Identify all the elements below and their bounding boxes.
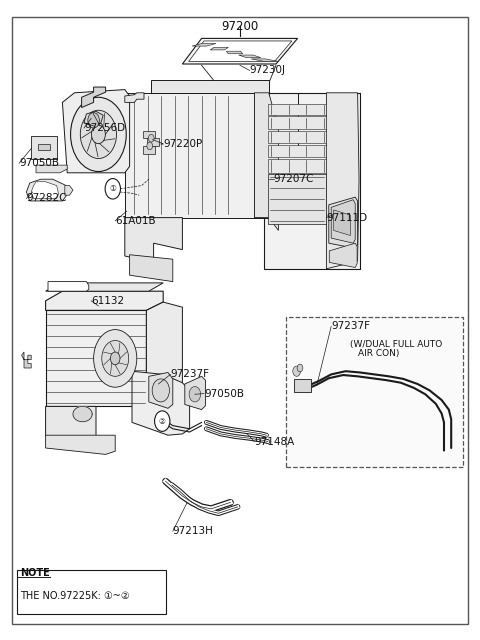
Polygon shape	[251, 59, 279, 61]
Text: 97256D: 97256D	[84, 123, 125, 133]
Circle shape	[152, 379, 169, 402]
Text: AIR CON): AIR CON)	[358, 349, 399, 358]
Circle shape	[71, 97, 126, 172]
Polygon shape	[143, 146, 155, 154]
Polygon shape	[294, 379, 311, 392]
Polygon shape	[82, 87, 106, 108]
Polygon shape	[192, 44, 216, 46]
Polygon shape	[326, 93, 359, 269]
Polygon shape	[254, 93, 269, 218]
Text: THE NO.97225K: ①~②: THE NO.97225K: ①~②	[20, 591, 130, 602]
Polygon shape	[46, 291, 163, 310]
Circle shape	[91, 125, 106, 144]
Polygon shape	[62, 90, 130, 173]
Polygon shape	[132, 371, 190, 435]
Circle shape	[80, 110, 117, 159]
Text: 97282C: 97282C	[26, 193, 67, 204]
Polygon shape	[182, 38, 298, 64]
Polygon shape	[46, 406, 96, 445]
Text: NOTE: NOTE	[20, 568, 50, 579]
Text: 97050B: 97050B	[204, 388, 244, 399]
Polygon shape	[38, 144, 50, 150]
Text: 97207C: 97207C	[274, 174, 314, 184]
Polygon shape	[22, 352, 31, 368]
Circle shape	[293, 366, 300, 376]
Polygon shape	[125, 93, 269, 218]
Polygon shape	[130, 255, 173, 282]
Text: 97111D: 97111D	[326, 212, 368, 223]
Circle shape	[102, 340, 129, 376]
Polygon shape	[329, 197, 358, 248]
Polygon shape	[46, 283, 163, 291]
Circle shape	[155, 411, 170, 431]
Bar	[17, 570, 166, 614]
Polygon shape	[254, 93, 278, 230]
Circle shape	[94, 330, 137, 387]
Circle shape	[147, 142, 153, 150]
Polygon shape	[149, 372, 173, 408]
Polygon shape	[331, 200, 355, 243]
Circle shape	[88, 113, 99, 128]
Polygon shape	[125, 93, 144, 102]
Polygon shape	[26, 179, 66, 201]
Circle shape	[189, 387, 201, 402]
Polygon shape	[268, 159, 326, 173]
Polygon shape	[268, 104, 326, 115]
Polygon shape	[84, 111, 103, 127]
Polygon shape	[125, 218, 182, 262]
Text: 97200: 97200	[221, 20, 259, 33]
Text: ②: ②	[159, 417, 166, 426]
Polygon shape	[46, 310, 146, 406]
Text: ①: ①	[109, 184, 116, 193]
Polygon shape	[46, 435, 115, 454]
Circle shape	[105, 179, 120, 199]
Polygon shape	[226, 51, 242, 54]
Polygon shape	[329, 243, 357, 268]
Polygon shape	[264, 93, 360, 269]
Circle shape	[297, 364, 303, 372]
Text: 97237F: 97237F	[170, 369, 209, 380]
Circle shape	[148, 134, 154, 142]
Polygon shape	[268, 145, 326, 157]
Polygon shape	[36, 165, 67, 173]
Polygon shape	[31, 136, 57, 159]
Text: 97220P: 97220P	[163, 139, 203, 149]
Text: (W/DUAL FULL AUTO: (W/DUAL FULL AUTO	[350, 340, 443, 349]
Polygon shape	[146, 302, 182, 397]
Bar	[286, 317, 463, 467]
Polygon shape	[146, 302, 163, 416]
Text: 61A01B: 61A01B	[115, 216, 156, 226]
Text: 97237F: 97237F	[331, 321, 370, 332]
Text: 97050B: 97050B	[19, 158, 59, 168]
Polygon shape	[31, 182, 59, 198]
Polygon shape	[268, 174, 326, 224]
Polygon shape	[73, 406, 92, 422]
Text: 97230J: 97230J	[250, 65, 286, 76]
Polygon shape	[143, 131, 155, 138]
Text: 61132: 61132	[91, 296, 124, 306]
Polygon shape	[268, 116, 326, 129]
Circle shape	[110, 352, 120, 365]
Polygon shape	[268, 131, 326, 143]
Polygon shape	[48, 282, 89, 291]
Polygon shape	[151, 80, 269, 93]
Polygon shape	[189, 41, 292, 61]
Polygon shape	[185, 376, 205, 410]
Text: 97213H: 97213H	[173, 526, 214, 536]
Polygon shape	[210, 47, 228, 50]
Polygon shape	[239, 55, 261, 58]
Polygon shape	[65, 186, 73, 195]
Polygon shape	[147, 138, 159, 146]
Text: 97148A: 97148A	[254, 436, 295, 447]
Polygon shape	[334, 210, 350, 236]
